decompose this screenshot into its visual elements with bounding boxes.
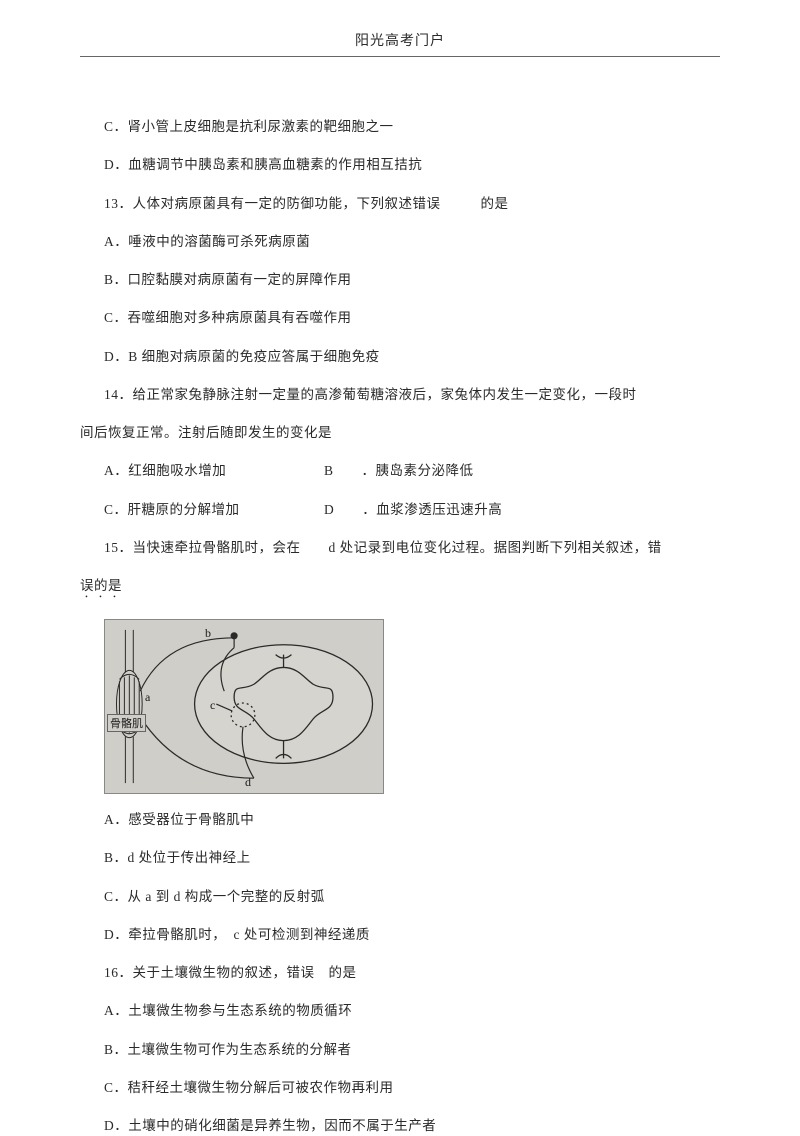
q14-option-a: A．红细胞吸水增加: [104, 461, 324, 481]
q16-option-d: D．土壤中的硝化细菌是异养生物，因而不属于生产者: [80, 1116, 720, 1136]
fig-label-c: c: [210, 698, 215, 713]
q16-option-b: B．土壤微生物可作为生态系统的分解者: [80, 1040, 720, 1060]
q13-option-c: C．吞噬细胞对多种病原菌具有吞噬作用: [80, 308, 720, 328]
option-d: D．血糖调节中胰岛素和胰高血糖素的作用相互拮抗: [80, 155, 720, 175]
q15-option-a: A．感受器位于骨骼肌中: [80, 810, 720, 830]
q13-option-d: D．B 细胞对病原菌的免疫应答属于细胞免疫: [80, 347, 720, 367]
q15-stem-2: 误的是: [80, 576, 720, 601]
q16-option-c: C．秸秆经土壤微生物分解后可被农作物再利用: [80, 1078, 720, 1098]
q15-stem-1: 15．当快速牵拉骨骼肌时，会在 d 处记录到电位变化过程。据图判断下列相关叙述，…: [80, 538, 720, 558]
q13-option-a: A．唾液中的溶菌酶可杀死病原菌: [80, 232, 720, 252]
fig-label-d: d: [245, 775, 251, 790]
fig-label-b: b: [205, 626, 211, 641]
q15-option-b: B．d 处位于传出神经上: [80, 848, 720, 868]
q14-row1: A．红细胞吸水增加 B ．胰岛素分泌降低: [80, 461, 720, 481]
spinal-cord-figure: a b c d 骨骼肌: [104, 619, 384, 794]
q13-stem: 13．人体对病原菌具有一定的防御功能，下列叙述错误的是: [80, 194, 720, 214]
q14-option-b: B ．胰岛素分泌降低: [324, 461, 474, 481]
q14-option-c: C．肝糖原的分解增加: [104, 500, 324, 520]
q16-stem: 16．关于土壤微生物的叙述，错误 的是: [80, 963, 720, 983]
fig-muscle-label: 骨骼肌: [107, 714, 146, 732]
page-header: 阳光高考门户: [80, 30, 720, 57]
fig-label-a: a: [145, 690, 150, 705]
q15-option-d: D．牵拉骨骼肌时， c 处可检测到神经递质: [80, 925, 720, 945]
q16-option-a: A．土壤微生物参与生态系统的物质循环: [80, 1001, 720, 1021]
q13-option-b: B．口腔黏膜对病原菌有一定的屏障作用: [80, 270, 720, 290]
option-c: C．肾小管上皮细胞是抗利尿激素的靶细胞之一: [80, 117, 720, 137]
q14-stem-1: 14．给正常家兔静脉注射一定量的高渗葡萄糖溶液后，家兔体内发生一定变化，一段时: [80, 385, 720, 405]
q15-option-c: C．从 a 到 d 构成一个完整的反射弧: [80, 887, 720, 907]
header-title: 阳光高考门户: [355, 34, 445, 49]
q14-option-d: D ．血浆渗透压迅速升高: [324, 500, 502, 520]
q14-stem-2: 间后恢复正常。注射后随即发生的变化是: [80, 423, 720, 443]
q14-row2: C．肝糖原的分解增加 D ．血浆渗透压迅速升高: [80, 500, 720, 520]
